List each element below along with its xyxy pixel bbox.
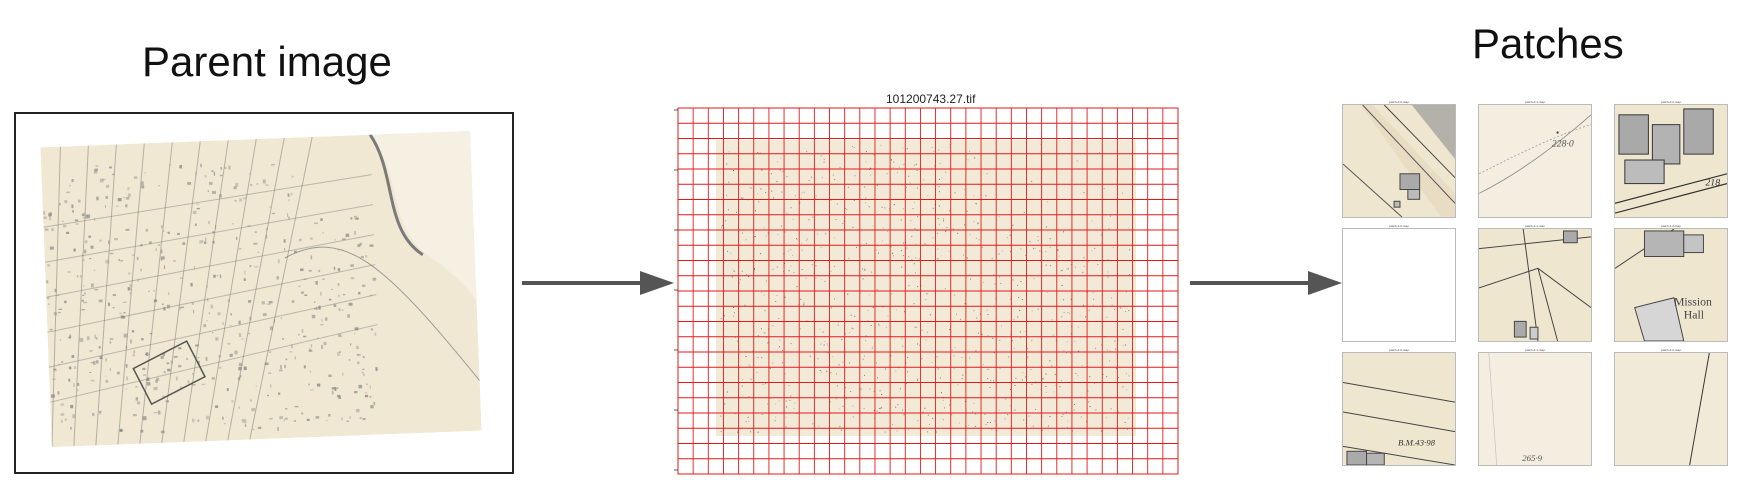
patch-label: patch-1-2-map (1661, 224, 1681, 228)
spot-height-text: 265·9 (1522, 453, 1542, 463)
patch-label: patch-1-0-map (1389, 224, 1409, 228)
patch-tile: patch-2-0-map B.M.43·98 (1342, 348, 1456, 466)
patch-tile: patch-1-0-map (1342, 224, 1456, 342)
mission-hall-label: Mission Hall (1674, 296, 1712, 322)
patch-label: patch-2-1-map (1525, 348, 1545, 352)
patch-label: patch-1-1-map (1525, 224, 1545, 228)
patch-tile: patch-2-2-map (1614, 348, 1728, 466)
patch-tile: patch-2-1-map 265·9 (1478, 348, 1592, 466)
arrow-right-icon (522, 271, 674, 295)
parent-map-image (40, 130, 482, 448)
patches-grid: patch-0-0-map patch-0-1-map 228·0 patch-… (1342, 100, 1732, 466)
parent-image-frame (14, 112, 514, 474)
spot-height-text: 218 (1705, 178, 1720, 189)
patch-tile: patch-1-2-map Mission Hall (1614, 224, 1728, 342)
patch-label: patch-0-2-map (1661, 100, 1681, 104)
patch-label: patch-0-0-map (1389, 100, 1409, 104)
patch-label: patch-2-0-map (1389, 348, 1409, 352)
patch-tile: patch-0-2-map 218 (1614, 100, 1728, 218)
parent-image-title: Parent image (142, 38, 392, 85)
patch-tile: patch-0-0-map (1342, 100, 1456, 218)
patch-tile: patch-0-1-map 228·0 (1478, 100, 1592, 218)
patch-tile: patch-1-1-map (1478, 224, 1592, 342)
gridded-map-figure (668, 106, 1188, 478)
patch-label: patch-0-1-map (1525, 100, 1545, 104)
spot-height-text: 228·0 (1552, 138, 1574, 149)
patch-label: patch-2-2-map (1661, 348, 1681, 352)
patches-title: Patches (1472, 20, 1624, 67)
arrow-right-icon (1190, 271, 1342, 295)
benchmark-text: B.M.43·98 (1398, 437, 1436, 447)
grid-figure-filename: 101200743.27.tif (886, 92, 976, 106)
